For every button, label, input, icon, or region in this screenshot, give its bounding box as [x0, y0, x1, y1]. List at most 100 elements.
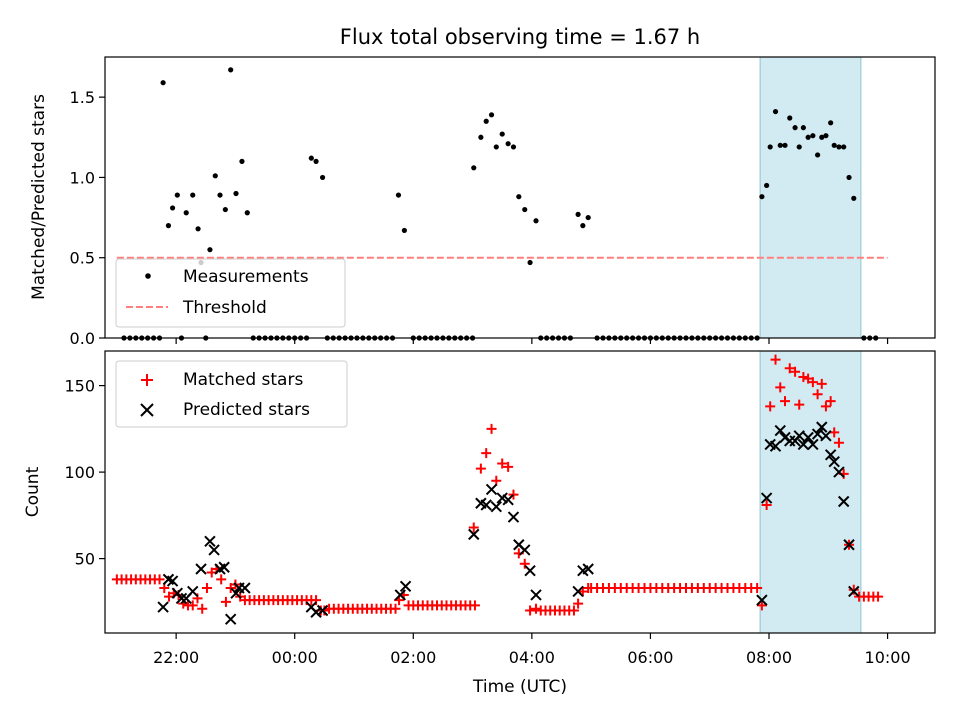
measurements-point	[510, 144, 517, 150]
ax1-ytick-label: 50	[75, 550, 95, 569]
predicted-stars-point	[582, 563, 594, 575]
predicted-stars-point	[769, 440, 782, 452]
matched-stars-point	[765, 401, 776, 412]
predicted-stars-point	[824, 449, 837, 461]
chart-title: Flux total observing time = 1.67 h	[340, 25, 700, 49]
predicted-stars-point	[157, 601, 169, 613]
bottom-legend: Matched stars Predicted stars	[115, 360, 348, 428]
matched-stars-point	[220, 596, 231, 607]
matched-stars-point	[497, 458, 508, 469]
predicted-stars-point	[774, 424, 786, 437]
matched-stars-point	[775, 382, 786, 393]
matched-stars-point	[756, 600, 767, 611]
bottom-plot-frame	[104, 350, 936, 634]
matched-stars-point	[752, 583, 763, 594]
measurements-point	[796, 144, 802, 150]
measurements-point	[828, 120, 834, 126]
ax1-ytick-label: 150	[64, 377, 95, 396]
measurements-point	[764, 182, 770, 189]
matched-stars-point	[790, 366, 801, 377]
legend-marker-measurements	[145, 273, 151, 279]
bottom-legend-box	[115, 360, 348, 428]
ax1-xtick-label: 04:00	[509, 648, 555, 667]
measurements-point	[823, 133, 829, 139]
measurements-point	[244, 210, 250, 216]
predicted-stars-point	[756, 594, 768, 606]
predicted-stars-point	[833, 466, 845, 478]
predicted-stars-point	[572, 585, 584, 598]
top-plot-frame	[104, 56, 936, 339]
predicted-stars-point	[480, 499, 492, 511]
measurements-point	[505, 141, 511, 147]
legend-label-predicted: Predicted stars	[183, 400, 310, 420]
measurements-point	[483, 118, 489, 124]
matched-stars-point	[816, 378, 827, 389]
matched-stars-point	[531, 603, 542, 614]
predicted-stars-point	[224, 613, 237, 625]
measurements-point	[319, 174, 326, 181]
measurements-point	[493, 144, 499, 150]
top-legend-box	[115, 258, 346, 328]
predicted-stars-point	[530, 589, 542, 601]
measurements-point	[851, 195, 857, 201]
predicted-stars-point	[802, 431, 814, 444]
matched-stars-point	[833, 437, 844, 448]
measurements-point	[471, 165, 477, 171]
ax1-highlight-span	[759, 350, 862, 634]
measurements-point	[212, 173, 218, 179]
matched-stars-point	[319, 605, 330, 616]
measurements-point	[395, 192, 402, 198]
measurements-point	[846, 174, 852, 181]
top-y-axis-label: Matched/Predicted stars	[29, 94, 49, 300]
predicted-stars-point	[797, 438, 810, 451]
predicted-stars-point	[519, 544, 531, 556]
measurements-point	[488, 112, 495, 118]
predicted-stars-point	[316, 604, 329, 617]
measurements-point	[533, 218, 539, 224]
measurements-point	[160, 80, 166, 86]
predicted-stars-point	[807, 438, 819, 451]
measurements-point	[222, 206, 228, 213]
ax1-xtick-label: 10:00	[865, 648, 911, 667]
predicted-stars-point	[187, 585, 199, 598]
matched-stars-point	[491, 475, 502, 486]
matched-stars-point	[508, 489, 519, 500]
measurements-point	[308, 155, 314, 161]
ax1-xtick-label: 00:00	[272, 648, 318, 667]
matched-stars-point	[568, 605, 579, 616]
measurements-point	[836, 144, 842, 150]
measurements-point	[522, 206, 528, 213]
predicted-stars-point	[310, 606, 322, 618]
measurements-point	[831, 142, 837, 148]
measurements-point	[217, 192, 223, 198]
measurements-point	[787, 115, 793, 121]
predicted-stars-point	[828, 456, 840, 468]
measurements-point	[792, 125, 798, 131]
measurements-point	[805, 134, 811, 140]
legend-label-matched: Matched stars	[183, 370, 303, 390]
matched-stars-point	[761, 499, 772, 510]
matched-stars-point	[780, 396, 791, 407]
predicted-stars-point	[230, 587, 242, 599]
matched-stars-point	[469, 600, 480, 611]
matched-stars-point	[829, 427, 840, 438]
ax1-xtick-label: 22:00	[153, 648, 199, 667]
top-legend: Measurements Threshold	[115, 258, 346, 328]
matched-stars-point	[873, 591, 884, 602]
predicted-stars-point	[208, 544, 220, 556]
predicted-stars-point	[848, 585, 860, 598]
measurements-point	[401, 227, 407, 234]
predicted-stars-point	[811, 428, 824, 440]
ax1-xtick-label: 06:00	[627, 648, 673, 667]
predicted-stars-point	[793, 430, 805, 442]
predicted-stars-point	[820, 430, 832, 442]
predicted-stars-point	[502, 494, 514, 506]
matched-stars-point	[216, 574, 227, 585]
predicted-stars-point	[218, 561, 230, 573]
predicted-stars-point	[490, 500, 502, 513]
predicted-stars-point	[485, 483, 498, 496]
measurements-point	[499, 131, 505, 137]
predicted-stars-point	[166, 575, 179, 587]
measurements-point	[516, 194, 522, 200]
